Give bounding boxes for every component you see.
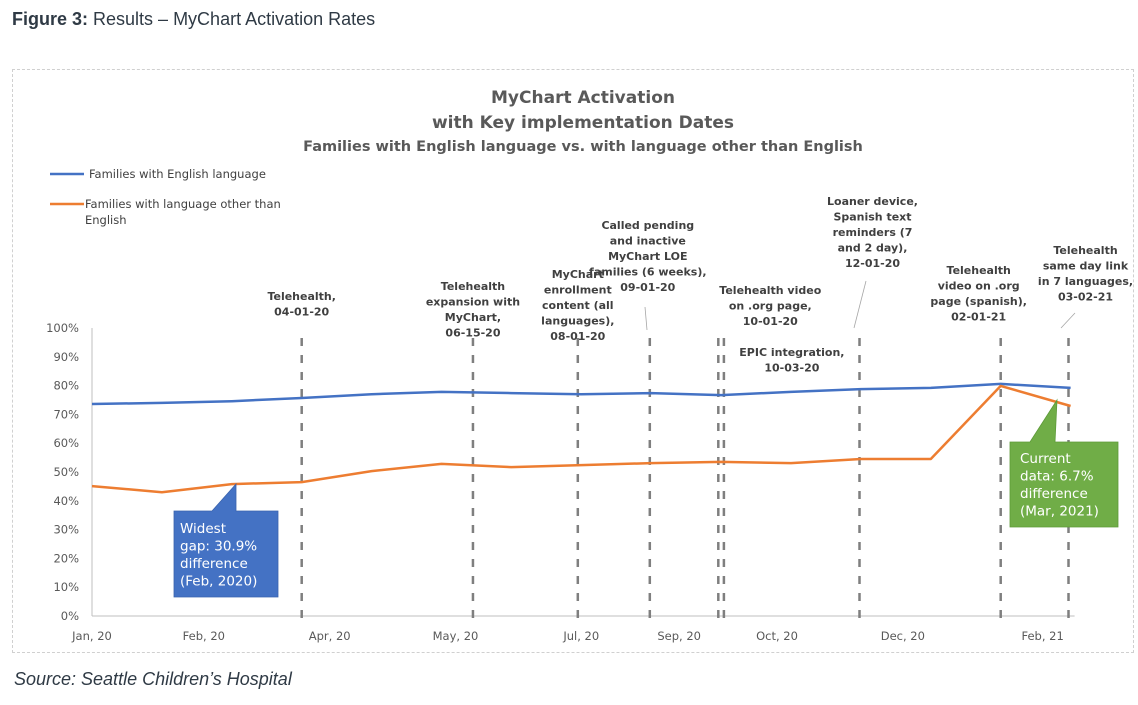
- annotation-text: on .org page,: [729, 300, 812, 313]
- implementation-annotation: Telehealth video on .org page (spanish), 02…: [930, 264, 1027, 618]
- callout-box: [1009, 398, 1119, 528]
- callout-text: Widest: [180, 521, 226, 537]
- y-tick-label: 30%: [53, 523, 79, 537]
- x-tick-label: Sep, 20: [657, 629, 701, 643]
- annotation-text: reminders (7: [833, 226, 913, 239]
- callout-text: difference: [180, 556, 248, 572]
- y-tick-label: 80%: [53, 379, 79, 393]
- y-tick-label: 70%: [53, 407, 79, 421]
- callout-text: data: 6.7%: [1020, 469, 1094, 485]
- annotation-text: Telehealth,: [267, 290, 336, 303]
- annotation-text: Telehealth: [1053, 244, 1117, 257]
- annotation-text: enrollment: [544, 284, 612, 297]
- chart-title-line-2: with Key implementation Dates: [432, 113, 734, 133]
- annotation-text: 04-01-20: [274, 306, 329, 319]
- annotation-text: expansion with: [426, 296, 520, 309]
- leader-line: [853, 280, 867, 329]
- y-tick-label: 20%: [53, 551, 79, 565]
- x-tick-label: Dec, 20: [881, 629, 925, 643]
- x-tick-label: Jul, 20: [562, 629, 599, 643]
- annotation-text: 03-02-21: [1058, 291, 1113, 304]
- annotation-text: 08-01-20: [550, 330, 605, 343]
- series-line-english: [91, 382, 1071, 406]
- annotation-text: 12-01-20: [845, 257, 900, 270]
- y-tick-label: 90%: [53, 350, 79, 364]
- callout-text: (Mar, 2021): [1020, 504, 1099, 520]
- annotation-text: same day link: [1043, 260, 1129, 273]
- annotation-text: content (all: [542, 299, 614, 312]
- annotation-text: 09-01-20: [620, 281, 675, 294]
- figure-title: Results – MyChart Activation Rates: [93, 9, 376, 29]
- callout-current-data: Current data: 6.7%difference (Mar, 2021): [1009, 398, 1119, 528]
- annotation-text: Telehealth: [947, 264, 1011, 277]
- x-tick-label: Jan, 20: [71, 629, 112, 643]
- y-tick-label: 60%: [53, 436, 79, 450]
- implementation-annotation: EPIC integration, 10-03-20: [722, 338, 845, 618]
- annotation-text: MyChart,: [445, 311, 501, 324]
- leader-line: [644, 306, 648, 331]
- annotation-text: Telehealth video: [719, 284, 821, 297]
- chart-title: MyChart Activation with Key implementati…: [432, 88, 734, 133]
- y-tick-label: 40%: [53, 494, 79, 508]
- annotation-text: families (6 weeks),: [589, 266, 706, 279]
- x-tick-label: Feb, 20: [183, 629, 225, 643]
- annotation-text: 02-01-21: [951, 311, 1006, 324]
- annotation-text: 10-01-20: [743, 315, 798, 328]
- annotation-text: video on .org: [938, 280, 1020, 293]
- annotation-text: Loaner device,: [827, 195, 918, 208]
- axes: 0% 10% 20% 30% 40% 50% 60% 70% 80% 90% 100% Jan, 20…: [46, 321, 1075, 643]
- callout-text: Current: [1020, 451, 1071, 467]
- annotation-text: EPIC integration,: [739, 346, 844, 359]
- annotation-text: MyChart LOE: [608, 250, 687, 263]
- annotation-text: Called pending: [601, 219, 694, 232]
- callout-box: [173, 482, 279, 598]
- y-tick-label: 50%: [53, 465, 79, 479]
- implementation-annotation: Telehealth video on .org page, 10-01-20: [717, 284, 822, 618]
- annotation-text: Spanish text: [833, 211, 911, 224]
- annotation-text: 10-03-20: [764, 362, 819, 375]
- callout-text: gap: 30.9%: [180, 539, 257, 555]
- x-tick-label: Oct, 20: [756, 629, 798, 643]
- callout-text: difference: [1020, 486, 1088, 502]
- series-lines: [91, 382, 1071, 494]
- y-tick-label: 100%: [46, 321, 79, 335]
- implementation-markers: Telehealth, 04-01-20 Telehealth expansion w…: [267, 195, 1133, 618]
- annotation-text: and inactive: [610, 235, 686, 248]
- figure-source: Source: Seattle Children’s Hospital: [14, 669, 292, 689]
- chart-subtitle: Families with English language vs. with …: [303, 139, 863, 155]
- annotation-text: page (spanish),: [930, 295, 1027, 308]
- annotation-text: in 7 languages,: [1038, 275, 1133, 288]
- annotation-text: languages),: [541, 315, 614, 328]
- chart-frame: [12, 69, 1134, 653]
- callout-widest-gap: Widest gap: 30.9%difference (Feb, 2020): [173, 482, 279, 598]
- figure-caption: Figure 3: Results – MyChart Activation R…: [12, 9, 375, 30]
- x-tick-label: Apr, 20: [309, 629, 351, 643]
- leader-line: [1060, 312, 1076, 329]
- y-tick-label: 0%: [61, 609, 79, 623]
- legend: Families with English language Families …: [50, 167, 281, 227]
- annotation-text: MyChart: [552, 268, 604, 281]
- y-tick-label: 10%: [53, 580, 79, 594]
- x-tick-label: Feb, 21: [1021, 629, 1063, 643]
- implementation-annotation: Telehealth, 04-01-20: [267, 290, 336, 618]
- legend-label-other-line-1: Families with language other than: [85, 197, 281, 211]
- figure-label: Figure 3:: [12, 9, 89, 29]
- annotation-text: and 2 day),: [838, 242, 908, 255]
- legend-label-other-line-2: English: [85, 213, 127, 227]
- x-tick-label: May, 20: [433, 629, 479, 643]
- chart-title-line-1: MyChart Activation: [491, 88, 675, 108]
- implementation-annotation: Called pending and inactive MyChart LOE fam…: [589, 219, 707, 618]
- annotation-text: Telehealth: [441, 280, 505, 293]
- legend-label-english: Families with English language: [89, 167, 266, 181]
- annotation-text: 06-15-20: [445, 327, 500, 340]
- callout-text: (Feb, 2020): [180, 574, 257, 590]
- implementation-annotation: MyChart enrollment content (all languages),…: [541, 268, 614, 618]
- implementation-annotation: Telehealth expansion with MyChart, 06-15-20: [426, 280, 520, 618]
- implementation-annotation: Loaner device, Spanish text reminders (7 an…: [827, 195, 918, 618]
- implementation-annotation: Telehealth same day link in 7 languages, 03…: [1038, 244, 1133, 618]
